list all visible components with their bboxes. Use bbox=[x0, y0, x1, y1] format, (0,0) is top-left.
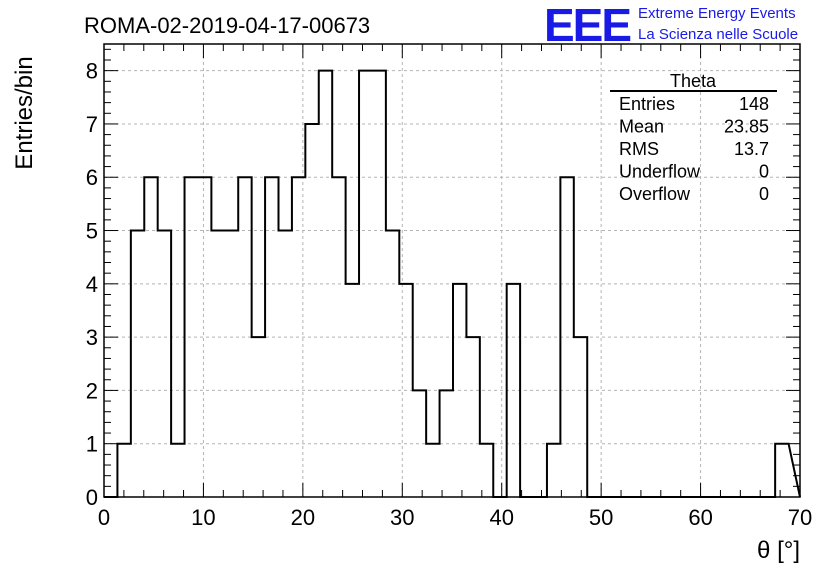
x-axis-label: θ [°] bbox=[757, 537, 800, 564]
stats-label: Entries bbox=[619, 94, 675, 114]
stats-label: Mean bbox=[619, 117, 664, 137]
tick-marks bbox=[103, 44, 801, 498]
histogram-bin bbox=[386, 231, 399, 497]
histogram-bin bbox=[775, 444, 788, 497]
histogram-bin bbox=[211, 231, 224, 497]
x-tick-label: 70 bbox=[788, 505, 812, 530]
y-tick-label: 8 bbox=[86, 59, 98, 84]
histogram-bin bbox=[252, 337, 265, 497]
stats-value: 0 bbox=[759, 162, 769, 182]
stats-title: Theta bbox=[670, 71, 717, 91]
x-tick-label: 10 bbox=[191, 505, 215, 530]
y-tick-label: 7 bbox=[86, 112, 98, 137]
histogram-bin bbox=[560, 177, 573, 497]
histogram-bin bbox=[466, 337, 479, 497]
histogram-bin bbox=[225, 231, 238, 497]
stats-value: 0 bbox=[759, 184, 769, 204]
x-tick-label: 60 bbox=[688, 505, 712, 530]
histogram-bin bbox=[574, 337, 587, 497]
histogram-bin bbox=[413, 390, 426, 497]
histogram-bin bbox=[453, 284, 466, 497]
y-tick-label: 4 bbox=[86, 272, 98, 297]
histogram-bin bbox=[292, 177, 305, 497]
histogram-bin bbox=[171, 444, 184, 497]
y-tick-label: 3 bbox=[86, 325, 98, 350]
histogram-bin bbox=[372, 71, 385, 497]
x-tick-label: 50 bbox=[589, 505, 613, 530]
histogram-bin bbox=[144, 177, 157, 497]
plot-frame bbox=[103, 43, 801, 498]
histogram-bin bbox=[426, 444, 439, 497]
histogram-bin bbox=[117, 444, 130, 497]
stats-box: Theta Entries 148 Mean 23.85 RMS 13.7 Underflo… bbox=[610, 71, 777, 204]
stats-label: Overflow bbox=[619, 184, 691, 204]
histogram-bin bbox=[346, 284, 359, 497]
stats-label: RMS bbox=[619, 139, 659, 159]
x-tick-label: 0 bbox=[98, 505, 110, 530]
x-tick-label: 40 bbox=[489, 505, 513, 530]
histogram-bin bbox=[305, 124, 318, 497]
histogram-bin bbox=[319, 71, 332, 497]
chart-title: ROMA-02-2019-04-17-00673 bbox=[84, 13, 370, 38]
histogram-bin bbox=[158, 231, 171, 497]
axes bbox=[103, 43, 801, 498]
x-tick-label: 20 bbox=[291, 505, 315, 530]
stats-value: 13.7 bbox=[734, 139, 769, 159]
histogram-bin bbox=[185, 177, 198, 497]
eee-logo-mark: EEE bbox=[544, 0, 630, 51]
y-tick-label: 2 bbox=[86, 378, 98, 403]
y-tick-label: 5 bbox=[86, 219, 98, 244]
x-tick-label: 30 bbox=[390, 505, 414, 530]
histogram-bin bbox=[547, 444, 560, 497]
y-tick-label: 0 bbox=[86, 485, 98, 510]
y-tick-label: 6 bbox=[86, 165, 98, 190]
histogram-bin bbox=[359, 71, 372, 497]
histogram-bin bbox=[238, 177, 251, 497]
histogram-bin bbox=[278, 231, 291, 497]
stats-value: 148 bbox=[739, 94, 769, 114]
histogram-bin bbox=[265, 177, 278, 497]
histogram-bin bbox=[131, 231, 144, 497]
histogram-bin bbox=[480, 444, 493, 497]
histogram-bin bbox=[332, 177, 345, 497]
eee-logo-line1: Extreme Energy Events bbox=[638, 5, 796, 22]
eee-logo-line2: La Scienza nelle Scuole bbox=[638, 26, 798, 43]
y-axis-label: Entries/bin bbox=[11, 56, 38, 169]
histogram-bin bbox=[440, 390, 453, 497]
stats-value: 23.85 bbox=[724, 117, 769, 137]
tick-labels: 0 10 20 30 40 50 60 70 0 1 2 3 4 5 6 7 8 bbox=[86, 59, 812, 530]
histogram-bin bbox=[399, 284, 412, 497]
stats-rows: Entries 148 Mean 23.85 RMS 13.7 Underflow 0 Over… bbox=[619, 94, 769, 204]
histogram-bin bbox=[198, 177, 211, 497]
stats-label: Underflow bbox=[619, 162, 701, 182]
histogram-bin bbox=[507, 284, 520, 497]
histogram-series bbox=[104, 69, 801, 498]
y-tick-label: 1 bbox=[86, 432, 98, 457]
